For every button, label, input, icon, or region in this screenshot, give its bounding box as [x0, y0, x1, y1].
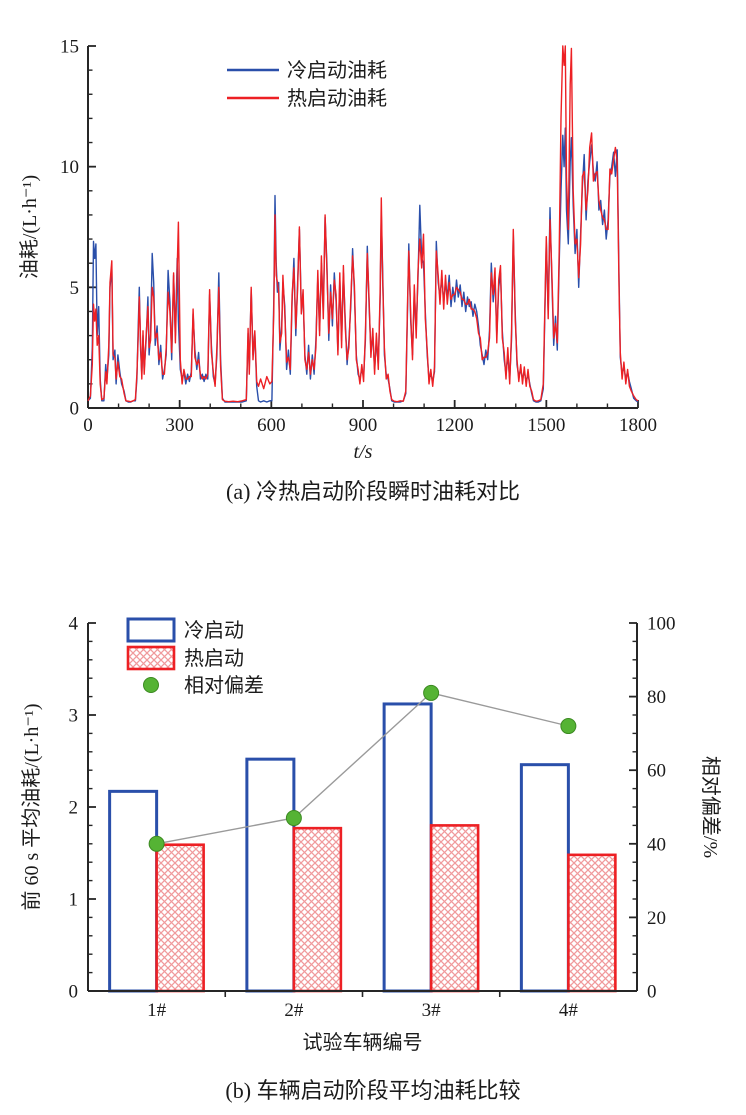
right-tick-label: 80: [647, 687, 666, 708]
left-axis-title: 前 60 s 平均油耗/(L·h⁻¹): [20, 703, 43, 910]
x-tick-label: 0: [83, 415, 93, 436]
legend-label: 冷启动油耗: [287, 59, 387, 82]
y-tick-label: 15: [60, 37, 79, 58]
deviation-dot-4#: [560, 718, 577, 735]
cold-start-line-series: [87, 127, 639, 403]
hot-start-bar-4#: [567, 853, 617, 993]
left-tick-label: 2: [69, 798, 79, 819]
deviation-connector-line: [156, 692, 569, 845]
axes-a: 0 5 10 15 0 300 600 900 1200 1500 1800: [60, 37, 657, 437]
deviation-dot-1#: [148, 835, 165, 852]
right-tick-label: 100: [647, 614, 676, 635]
cold-start-bars: [108, 702, 570, 993]
left-tick-label: 3: [69, 706, 79, 727]
y-tick-label: 5: [70, 278, 80, 299]
legend-label-cold: 冷启动: [184, 619, 244, 642]
y-tick-label: 10: [60, 157, 79, 178]
hot-start-bar-2#: [292, 826, 343, 993]
category-label: 3#: [422, 1000, 442, 1021]
cold-start-bar-3#: [382, 702, 433, 993]
cold-start-bar-4#: [519, 763, 570, 993]
x-axis-title: 试验车辆编号: [303, 1031, 423, 1054]
x-tick-label: 1500: [527, 415, 565, 436]
x-axis-title: t/s: [354, 441, 373, 463]
y-tick-label: 0: [70, 399, 80, 420]
category-label: 1#: [147, 1000, 167, 1021]
legend-cold-swatch: [126, 617, 176, 643]
cold-start-bar-2#: [245, 757, 296, 993]
right-tick-label: 60: [647, 761, 666, 782]
left-tick-label: 0: [69, 982, 79, 1003]
x-tick-label: 1800: [619, 415, 657, 436]
legend-label-hot: 热启动: [184, 647, 244, 670]
category-label: 4#: [559, 1000, 579, 1021]
y-axis-title: 油耗/(L·h⁻¹): [18, 175, 41, 279]
hot-start-line-series: [87, 45, 639, 403]
x-tick-label: 1200: [436, 415, 474, 436]
hot-start-bar-1#: [155, 843, 205, 993]
right-tick-label: 40: [647, 834, 666, 855]
x-tick-label: 300: [165, 415, 194, 436]
legend-deviation-dot: [143, 677, 159, 693]
hot-start-bars: [155, 824, 617, 993]
right-tick-label: 20: [647, 908, 666, 929]
deviation-dot-3#: [423, 684, 440, 701]
instantaneous-fuel-consumption-line-chart: 0 5 10 15 0 300 600 900 1200 1500 1800 油耗/(L·h⁻¹) t/…: [18, 37, 657, 464]
deviation-dot-2#: [285, 810, 302, 827]
deviation-dots: [148, 684, 577, 852]
left-tick-label: 1: [69, 890, 79, 911]
category-label: 2#: [284, 1000, 304, 1021]
caption-panel-a: (a) 冷热启动阶段瞬时油耗对比: [226, 479, 520, 504]
legend-label: 热启动油耗: [287, 87, 387, 110]
x-tick-label: 900: [349, 415, 378, 436]
cold-start-bar-1#: [108, 789, 159, 993]
caption-panel-b: (b) 车辆启动阶段平均油耗比较: [225, 1078, 521, 1103]
legend-label-deviation: 相对偏差: [184, 674, 264, 697]
hot-start-bar-3#: [429, 824, 480, 993]
right-axis-title: 相对偏差/%: [699, 756, 722, 858]
x-tick-label: 600: [257, 415, 286, 436]
left-tick-label: 4: [69, 614, 79, 635]
legend-hot-swatch: [126, 645, 176, 671]
right-tick-label: 0: [647, 982, 657, 1003]
